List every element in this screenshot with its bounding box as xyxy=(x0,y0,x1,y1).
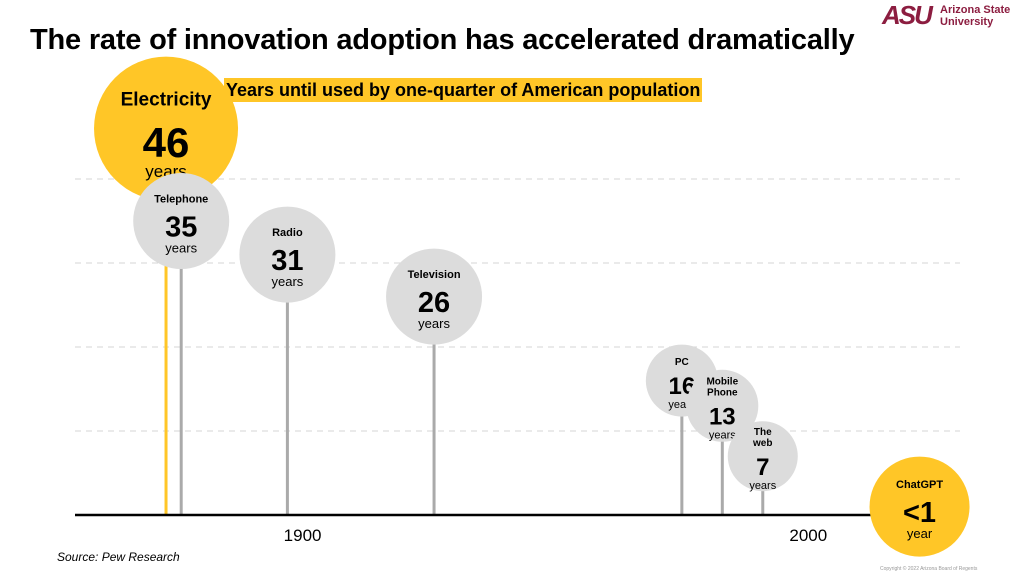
logo-line-1: Arizona State xyxy=(940,4,1011,16)
copyright-note: Copyright © 2022 Arizona Board of Regent… xyxy=(880,566,978,572)
logo-text: Arizona State University xyxy=(940,4,1010,28)
asu-logo: ASU Arizona State University xyxy=(882,2,1022,28)
bubble-unit-chatgpt: year xyxy=(907,526,933,541)
bubble-circle-electricity xyxy=(94,56,239,201)
bubble-circle-television xyxy=(386,248,483,345)
bubble-circle-mobile-phone xyxy=(686,369,759,442)
bubble-circle-radio xyxy=(239,206,336,303)
bubble-value-the-web: 7 xyxy=(756,454,769,481)
x-tick-label-2000: 2000 xyxy=(789,526,827,545)
bubble-circle-telephone xyxy=(133,173,230,269)
bubble-value-television: 26 xyxy=(418,287,450,319)
bubble-label-pc: PC xyxy=(675,357,689,368)
logo-mark: ASU xyxy=(882,0,933,30)
bubble-label-the-web: The xyxy=(754,427,772,438)
bubble-unit-radio: years xyxy=(272,274,304,289)
x-tick-labels: 1900 2000 xyxy=(284,526,828,545)
page-title: The rate of innovation adoption has acce… xyxy=(30,24,855,56)
bubble-label-mobile-phone: Mobile xyxy=(706,377,738,388)
source-note: Source: Pew Research xyxy=(57,550,180,564)
bubble-label-electricity: Electricity xyxy=(121,89,212,110)
bubble-label-television: Television xyxy=(408,269,461,281)
bubble-circle-the-web xyxy=(727,421,798,492)
bubbles: Electricity46yearsTelephone35yearsRadio3… xyxy=(94,56,970,557)
bubble-unit-telephone: years xyxy=(165,240,197,255)
grid-lines xyxy=(75,178,960,432)
bubble-label-chatgpt: ChatGPT xyxy=(896,479,943,491)
bubble-unit-television: years xyxy=(418,316,450,331)
stems xyxy=(164,128,922,515)
bubble-label-radio: Radio xyxy=(272,227,303,239)
bubble-value-mobile-phone: 13 xyxy=(709,404,736,431)
chart-subtitle: Years until used by one-quarter of Ameri… xyxy=(224,78,703,102)
bubble-value-radio: 31 xyxy=(271,245,303,277)
logo-line-2: University xyxy=(940,16,994,28)
bubble-unit-mobile-phone: years xyxy=(709,430,736,442)
bubble-label-telephone: Telephone xyxy=(154,194,208,206)
bubble-unit-the-web: years xyxy=(749,480,776,492)
bubble-circle-chatgpt xyxy=(869,456,970,557)
x-tick-label-1900: 1900 xyxy=(284,526,322,545)
bubble-label-the-web: web xyxy=(752,438,772,449)
bubble-label-mobile-phone: Phone xyxy=(707,388,738,399)
bubble-value-telephone: 35 xyxy=(165,211,197,243)
bubble-value-electricity: 46 xyxy=(143,119,190,166)
bubble-value-chatgpt: <1 xyxy=(903,497,936,529)
